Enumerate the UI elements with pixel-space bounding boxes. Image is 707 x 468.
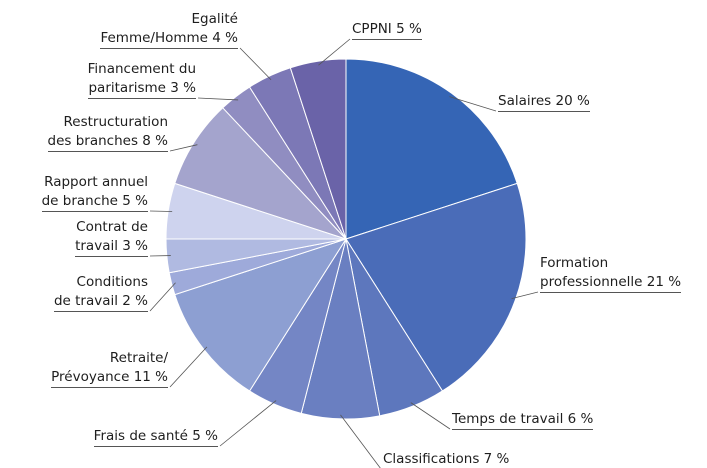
value-label: 3 %	[170, 80, 196, 96]
leader-line	[410, 402, 451, 430]
leader-line	[219, 400, 277, 447]
pie-slice	[345, 182, 527, 392]
category-name: Egalité Femme/Homme	[100, 11, 238, 46]
category-name: Rapport annuel de branche	[41, 174, 148, 209]
leader-line	[149, 282, 176, 312]
slice-label: Restructuration des branches 8 %	[47, 113, 168, 152]
category-name: Formation professionnelle	[540, 255, 643, 290]
value-label: 8 %	[142, 133, 168, 149]
slice-label: Salaires 20 %	[498, 92, 590, 112]
value-label: 20 %	[555, 93, 590, 109]
pie-slice	[174, 238, 348, 392]
category-name: Classifications	[383, 451, 480, 467]
category-name: Retraite/ Prévoyance	[51, 350, 168, 385]
leader-line	[169, 144, 198, 152]
pie-slice	[289, 58, 347, 240]
leader-line	[197, 97, 239, 101]
leader-line	[511, 291, 539, 300]
category-name: Conditions de travail	[53, 274, 148, 309]
slice-label: Financement du paritarisme 3 %	[87, 60, 196, 99]
value-label: 5 %	[122, 193, 148, 209]
category-name: Contrat de travail	[75, 219, 148, 254]
pie-slice	[345, 58, 518, 240]
leader-line	[318, 38, 351, 66]
leader-line	[340, 414, 381, 468]
slice-label: Frais de santé 5 %	[93, 427, 218, 447]
leader-line	[169, 346, 208, 388]
category-name: Salaires	[498, 93, 552, 109]
slice-label: Retraite/ Prévoyance 11 %	[51, 349, 168, 388]
value-label: 5 %	[396, 21, 422, 37]
category-name: Restructuration des branches	[47, 114, 168, 149]
category-name: CPPNI	[352, 21, 392, 37]
slice-label: Egalité Femme/Homme 4 %	[100, 10, 238, 49]
slice-label: Conditions de travail 2 %	[53, 273, 148, 312]
leader-line	[239, 47, 272, 81]
value-label: 2 %	[122, 293, 148, 309]
category-name: Temps de travail	[452, 411, 564, 427]
category-name: Frais de santé	[93, 428, 188, 444]
pie-slice	[174, 107, 347, 240]
value-label: 4 %	[212, 30, 238, 46]
leader-line	[449, 96, 497, 112]
slice-label: Rapport annuel de branche 5 %	[41, 173, 148, 212]
value-label: 21 %	[646, 274, 682, 290]
slice-label: CPPNI 5 %	[352, 20, 422, 40]
value-label: 7 %	[483, 451, 510, 467]
category-name: Financement du paritarisme	[87, 61, 196, 96]
slice-label: Classifications 7 %	[383, 450, 509, 468]
value-label: 6 %	[567, 411, 594, 427]
value-label: 3 %	[122, 238, 148, 254]
value-label: 5 %	[192, 428, 218, 444]
slice-label: Contrat de travail 3 %	[75, 218, 148, 257]
value-label: 11 %	[133, 369, 168, 385]
slice-label: Formation professionnelle 21 %	[540, 254, 682, 293]
slice-label: Temps de travail 6 %	[452, 410, 594, 430]
